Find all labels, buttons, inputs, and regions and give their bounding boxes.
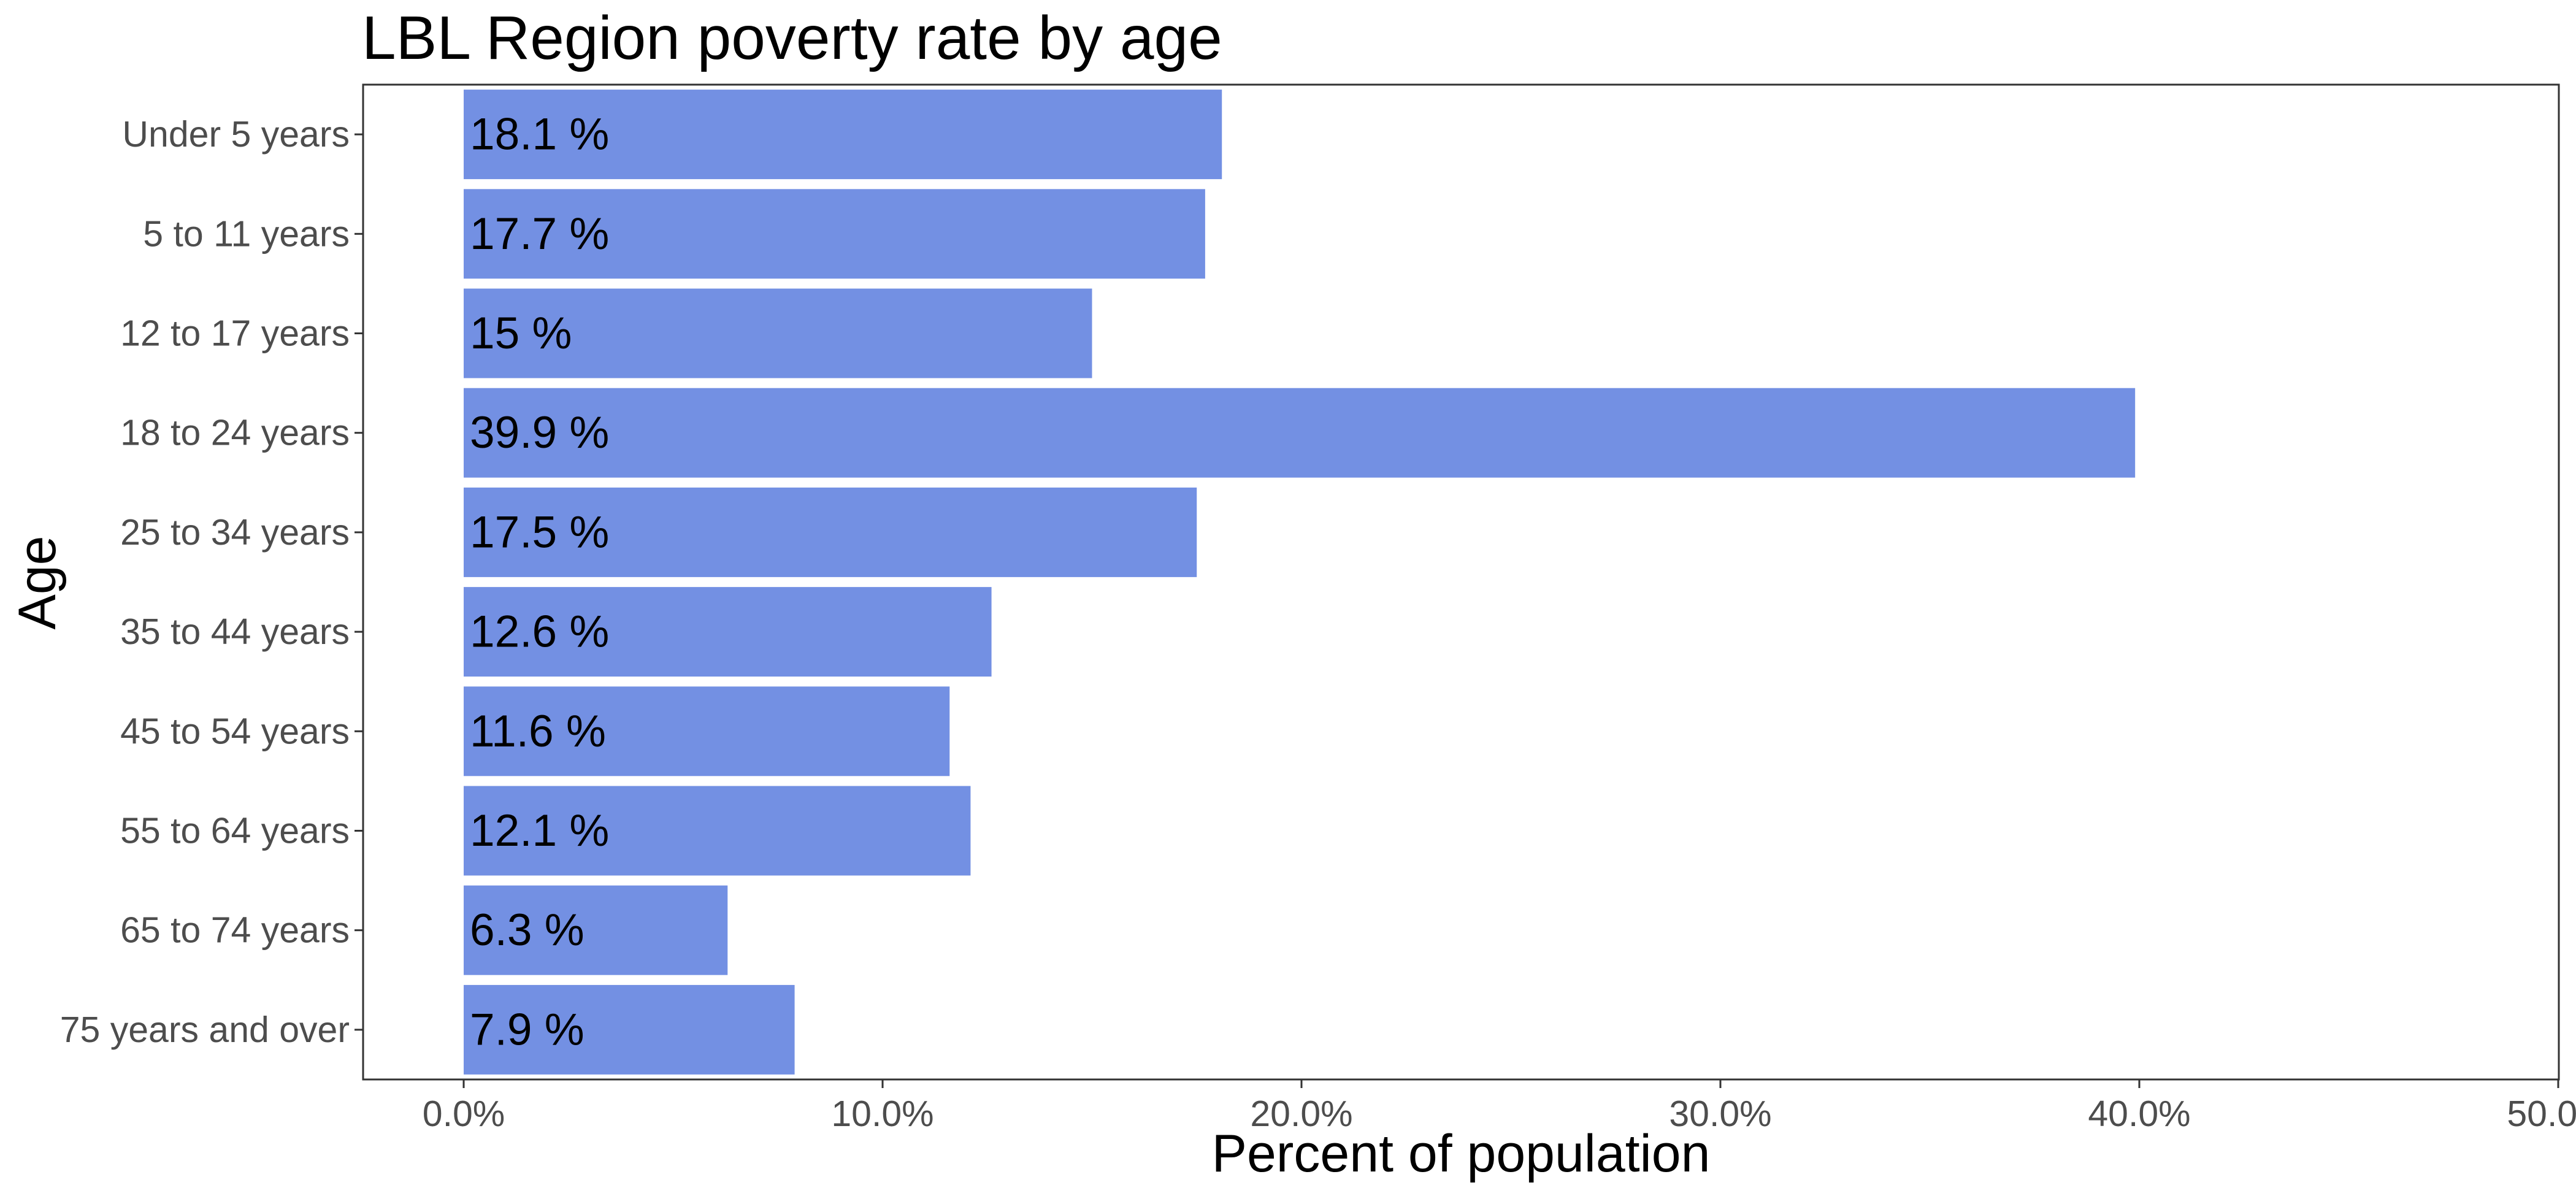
bar bbox=[464, 587, 992, 677]
bar-value-label: 12.1 % bbox=[470, 806, 609, 856]
bar-value-label: 17.7 % bbox=[470, 209, 609, 259]
bar-value-label: 6.3 % bbox=[470, 905, 585, 955]
bar bbox=[464, 686, 950, 776]
bar bbox=[464, 90, 1222, 180]
bar-value-label: 12.6 % bbox=[470, 607, 609, 657]
bar bbox=[464, 288, 1092, 378]
y-tick-label: 35 to 44 years bbox=[120, 611, 350, 652]
x-tick-label: 40.0% bbox=[2088, 1094, 2190, 1134]
y-axis: Under 5 years 5 to 11 years 12 to 17 years… bbox=[60, 114, 363, 1050]
y-tick-label: 12 to 17 years bbox=[120, 313, 350, 354]
y-tick-label: 65 to 74 years bbox=[120, 910, 350, 951]
chart-title: LBL Region poverty rate by age bbox=[362, 4, 1222, 72]
x-tick-label: 20.0% bbox=[1250, 1094, 1352, 1134]
bar bbox=[464, 189, 1205, 279]
bar-value-label: 18.1 % bbox=[470, 110, 609, 159]
bar bbox=[464, 487, 1197, 577]
plot-panel bbox=[362, 83, 2560, 1081]
bar-value-label: 11.6 % bbox=[470, 707, 606, 756]
bar-value-label: 7.9 % bbox=[470, 1005, 585, 1054]
x-axis: 0.0% 10.0% 20.0% 30.0% 40.0% 50.0% bbox=[423, 1079, 2576, 1134]
x-tick-label: 0.0% bbox=[423, 1094, 505, 1134]
y-tick-label: 25 to 34 years bbox=[120, 512, 350, 553]
x-tick-label: 10.0% bbox=[831, 1094, 933, 1134]
x-tick-label: 50.0% bbox=[2507, 1094, 2576, 1134]
bar-value-label: 39.9 % bbox=[470, 408, 609, 458]
bar bbox=[464, 984, 795, 1075]
x-tick-label: 30.0% bbox=[1669, 1094, 1771, 1134]
bars-group bbox=[464, 90, 2136, 1075]
bar bbox=[464, 885, 728, 975]
y-tick-label: Under 5 years bbox=[122, 114, 350, 155]
y-tick-label: 55 to 64 years bbox=[120, 811, 350, 851]
x-axis-title: Percent of population bbox=[1212, 1124, 1711, 1183]
y-tick-label: 75 years and over bbox=[60, 1010, 350, 1050]
y-axis-title: Age bbox=[8, 535, 67, 629]
y-tick-label: 45 to 54 years bbox=[120, 711, 350, 751]
y-tick-label: 18 to 24 years bbox=[120, 413, 350, 453]
bar bbox=[464, 786, 971, 876]
y-tick-label: 5 to 11 years bbox=[143, 213, 350, 254]
data-labels-group: 18.1 % 17.7 % 15 % 39.9 % 17.5 % 12.6 % 11.6 %… bbox=[470, 110, 609, 1055]
bar-value-label: 17.5 % bbox=[470, 507, 609, 557]
bar-value-label: 15 % bbox=[470, 309, 572, 358]
bar bbox=[464, 388, 2136, 478]
